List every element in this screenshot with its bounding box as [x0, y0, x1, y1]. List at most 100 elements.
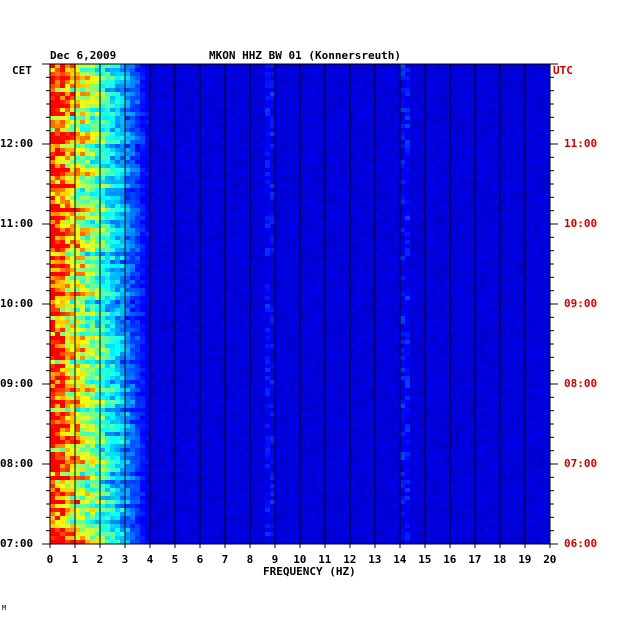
heatmap-cell [480, 164, 486, 169]
heatmap-cell [265, 168, 271, 173]
heatmap-cell [270, 152, 276, 157]
heatmap-cell [530, 84, 536, 89]
heatmap-cell [505, 136, 511, 141]
heatmap-cell [340, 168, 346, 173]
heatmap-cell [275, 136, 281, 141]
heatmap-cell [475, 232, 481, 237]
heatmap-cell [115, 76, 121, 81]
heatmap-cell [210, 228, 216, 233]
heatmap-cell [60, 148, 66, 153]
heatmap-cell [380, 236, 386, 241]
heatmap-cell [455, 144, 461, 149]
heatmap-cell [440, 188, 446, 193]
heatmap-cell [450, 212, 456, 217]
heatmap-cell [335, 160, 341, 165]
heatmap-cell [375, 196, 381, 201]
heatmap-cell [230, 132, 236, 137]
heatmap-cell [545, 228, 551, 233]
heatmap-cell [140, 212, 146, 217]
heatmap-cell [150, 248, 156, 253]
heatmap-cell [470, 212, 476, 217]
heatmap-cell [240, 256, 246, 261]
heatmap-cell [520, 228, 526, 233]
heatmap-cell [360, 144, 366, 149]
heatmap-cell [355, 80, 361, 85]
heatmap-cell [115, 156, 121, 161]
heatmap-cell [375, 256, 381, 261]
heatmap-cell [190, 176, 196, 181]
heatmap-cell [185, 200, 191, 205]
heatmap-cell [535, 172, 541, 177]
heatmap-cell [355, 116, 361, 121]
heatmap-cell [540, 200, 546, 205]
heatmap-cell [235, 216, 241, 221]
heatmap-cell [515, 84, 521, 89]
heatmap-cell [425, 132, 431, 137]
heatmap-cell [285, 116, 291, 121]
heatmap-cell [225, 204, 231, 209]
heatmap-cell [400, 232, 406, 237]
heatmap-cell [330, 252, 336, 257]
heatmap-cell [180, 200, 186, 205]
heatmap-cell [150, 168, 156, 173]
heatmap-cell [320, 148, 326, 153]
heatmap-cell [395, 88, 401, 93]
heatmap-cell [145, 96, 151, 101]
heatmap-cell [410, 72, 416, 77]
heatmap-cell [130, 100, 136, 105]
heatmap-cell [255, 160, 261, 165]
heatmap-cell [75, 188, 81, 193]
heatmap-cell [460, 68, 466, 73]
heatmap-cell [390, 160, 396, 165]
heatmap-cell [330, 244, 336, 249]
heatmap-cell [390, 76, 396, 81]
heatmap-cell [175, 84, 181, 89]
heatmap-cell [260, 80, 266, 85]
heatmap-cell [525, 76, 531, 81]
heatmap-cell [245, 212, 251, 217]
heatmap-cell [460, 88, 466, 93]
heatmap-cell [165, 204, 171, 209]
heatmap-cell [525, 176, 531, 181]
heatmap-cell [220, 172, 226, 177]
heatmap-cell [225, 180, 231, 185]
heatmap-cell [530, 104, 536, 109]
heatmap-cell [180, 132, 186, 137]
heatmap-cell [210, 248, 216, 253]
heatmap-cell [160, 136, 166, 141]
heatmap-cell [295, 212, 301, 217]
heatmap-cell [470, 176, 476, 181]
heatmap-cell [100, 248, 106, 253]
heatmap-cell [315, 172, 321, 177]
heatmap-cell [400, 164, 406, 169]
heatmap-cell [170, 108, 176, 113]
heatmap-cell [465, 216, 471, 221]
heatmap-cell [470, 240, 476, 245]
heatmap-cell [175, 80, 181, 85]
heatmap-cell [495, 84, 501, 89]
heatmap-cell [505, 104, 511, 109]
heatmap-cell [270, 260, 276, 265]
heatmap-cell [425, 244, 431, 249]
heatmap-cell [525, 168, 531, 173]
heatmap-cell [290, 180, 296, 185]
heatmap-cell [520, 168, 526, 173]
heatmap-cell [140, 148, 146, 153]
heatmap-cell [430, 260, 436, 265]
heatmap-cell [235, 236, 241, 241]
heatmap-cell [165, 168, 171, 173]
heatmap-cell [270, 200, 276, 205]
heatmap-cell [525, 180, 531, 185]
heatmap-cell [490, 68, 496, 73]
heatmap-cell [190, 260, 196, 265]
heatmap-cell [65, 208, 71, 213]
heatmap-cell [115, 92, 121, 97]
heatmap-cell [85, 64, 91, 69]
heatmap-cell [205, 140, 211, 145]
heatmap-cell [325, 228, 331, 233]
heatmap-cell [290, 76, 296, 81]
heatmap-cell [535, 176, 541, 181]
heatmap-cell [280, 108, 286, 113]
heatmap-cell [190, 192, 196, 197]
heatmap-cell [70, 184, 76, 189]
